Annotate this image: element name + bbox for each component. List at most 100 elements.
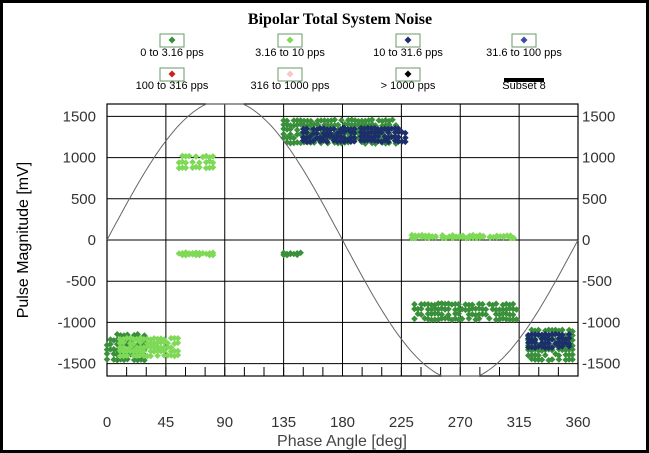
data-point bbox=[538, 356, 546, 364]
data-point bbox=[124, 355, 131, 363]
data-point bbox=[381, 125, 389, 133]
data-point bbox=[290, 134, 298, 142]
legend-swatch-marker bbox=[168, 36, 176, 44]
data-point bbox=[503, 306, 510, 313]
data-point bbox=[120, 344, 127, 351]
data-point bbox=[434, 300, 442, 307]
legend-item: 3.16 to 10 pps bbox=[255, 33, 325, 59]
data-point bbox=[126, 335, 134, 342]
data-point bbox=[130, 356, 138, 364]
data-point bbox=[408, 231, 416, 239]
data-point bbox=[116, 344, 124, 351]
data-point bbox=[535, 326, 542, 334]
data-point bbox=[472, 311, 479, 319]
legend-item: 0 to 3.16 pps bbox=[140, 33, 204, 59]
data-point bbox=[280, 130, 287, 138]
data-point bbox=[314, 121, 321, 128]
data-point bbox=[476, 231, 484, 239]
data-point bbox=[473, 232, 480, 240]
data-point bbox=[431, 316, 439, 324]
data-point bbox=[492, 310, 500, 318]
data-point bbox=[303, 134, 310, 142]
data-point bbox=[209, 153, 217, 160]
data-point bbox=[141, 356, 148, 364]
data-point bbox=[492, 306, 500, 314]
data-point bbox=[103, 346, 111, 353]
data-point bbox=[506, 305, 514, 312]
data-point bbox=[185, 152, 193, 160]
data-point bbox=[133, 352, 141, 359]
legend-swatch-marker bbox=[404, 70, 412, 78]
data-point bbox=[171, 352, 178, 360]
data-point bbox=[569, 356, 576, 363]
data-point bbox=[565, 330, 573, 338]
data-point bbox=[171, 334, 178, 342]
data-point bbox=[293, 131, 301, 138]
data-point bbox=[431, 310, 439, 317]
data-point bbox=[417, 311, 425, 318]
data-point bbox=[287, 249, 294, 257]
data-point bbox=[137, 334, 144, 342]
data-point bbox=[372, 122, 379, 129]
data-point bbox=[293, 117, 301, 124]
data-point bbox=[565, 340, 573, 348]
data-point bbox=[303, 125, 310, 133]
data-point bbox=[317, 117, 325, 124]
data-point bbox=[432, 232, 439, 240]
data-point bbox=[524, 352, 532, 359]
data-point bbox=[456, 232, 463, 240]
data-point bbox=[449, 231, 456, 239]
data-point bbox=[475, 305, 483, 312]
data-point bbox=[411, 300, 418, 308]
data-point bbox=[196, 159, 203, 167]
data-point bbox=[147, 352, 154, 360]
data-point bbox=[323, 130, 331, 137]
data-point bbox=[562, 351, 570, 359]
data-point bbox=[126, 340, 134, 347]
data-point bbox=[388, 125, 395, 132]
data-point bbox=[482, 311, 490, 318]
data-point bbox=[499, 315, 507, 322]
data-point bbox=[344, 116, 352, 124]
data-point bbox=[421, 315, 428, 322]
data-point bbox=[395, 125, 402, 133]
y-tick-label-right: 500 bbox=[582, 191, 607, 208]
data-point bbox=[479, 300, 486, 308]
x-tick-label: 360 bbox=[565, 414, 590, 431]
data-point bbox=[462, 301, 469, 308]
legend-label: > 1000 pps bbox=[381, 80, 436, 92]
data-point bbox=[468, 305, 476, 312]
data-point bbox=[538, 331, 546, 339]
data-point bbox=[290, 250, 298, 258]
data-point bbox=[451, 306, 459, 314]
data-point bbox=[182, 159, 190, 167]
data-point bbox=[424, 306, 432, 313]
data-point bbox=[350, 129, 358, 137]
data-point bbox=[367, 124, 375, 132]
data-point bbox=[485, 315, 493, 322]
data-point bbox=[552, 340, 559, 347]
data-point bbox=[499, 301, 507, 309]
data-point bbox=[357, 124, 365, 132]
y-tick-label-left: 500 bbox=[71, 191, 96, 208]
data-point bbox=[438, 311, 445, 318]
data-point bbox=[141, 332, 148, 339]
data-point bbox=[506, 301, 514, 309]
data-point bbox=[417, 305, 425, 313]
data-point bbox=[303, 129, 310, 136]
data-point bbox=[434, 310, 442, 318]
data-point bbox=[331, 116, 338, 124]
data-point bbox=[367, 134, 375, 141]
data-point bbox=[290, 122, 298, 130]
data-point bbox=[351, 121, 359, 129]
data-point bbox=[340, 134, 348, 142]
data-point bbox=[293, 121, 301, 129]
data-point bbox=[428, 301, 435, 309]
data-point bbox=[283, 250, 291, 258]
data-point bbox=[411, 305, 418, 313]
data-point bbox=[472, 316, 479, 323]
data-point bbox=[535, 352, 542, 359]
data-point bbox=[280, 125, 287, 133]
data-point bbox=[538, 339, 546, 347]
